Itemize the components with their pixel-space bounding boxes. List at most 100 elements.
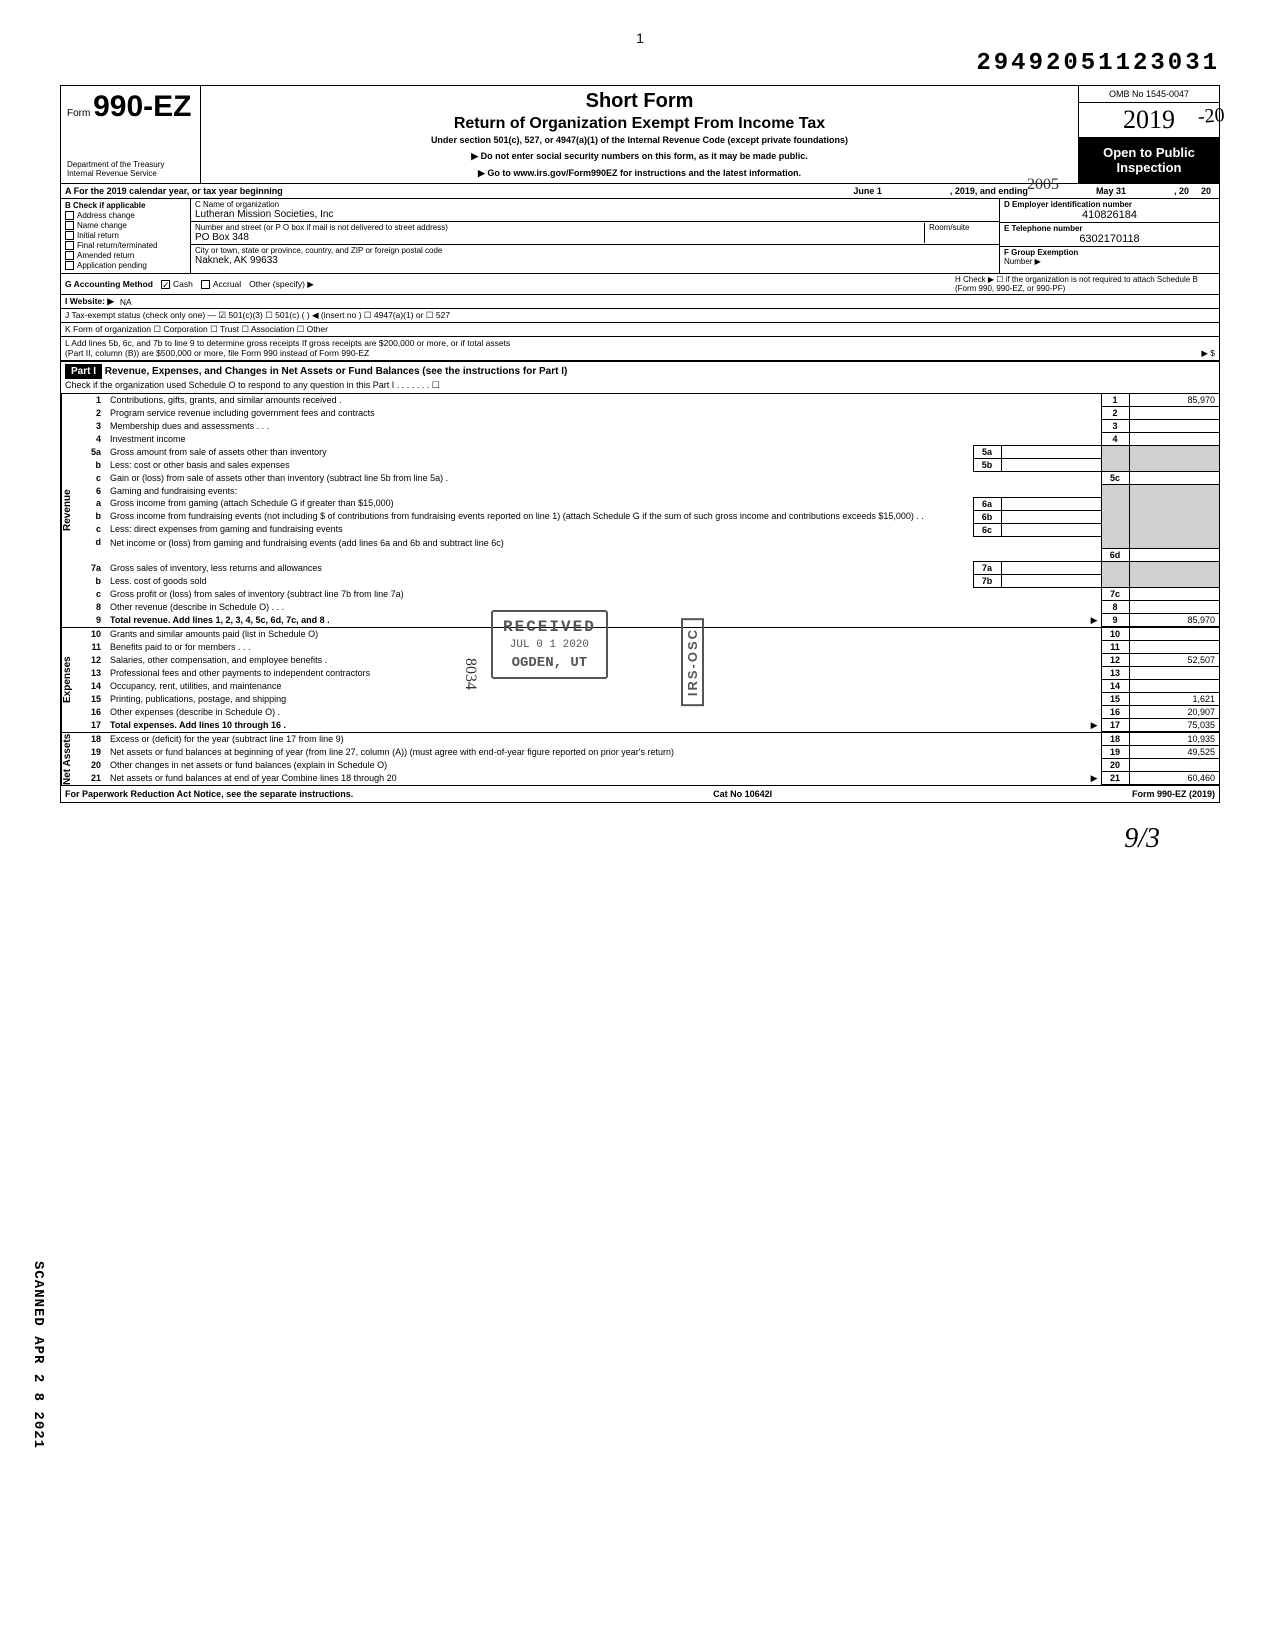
department-info: Department of the Treasury Internal Reve… bbox=[67, 161, 194, 179]
org-name-label: C Name of organization bbox=[195, 200, 995, 209]
header-left: Form 990-EZ Department of the Treasury I… bbox=[61, 86, 201, 183]
open-to-public: Open to Public Inspection bbox=[1079, 138, 1219, 183]
line-3-desc: Membership dues and assessments . . . bbox=[107, 420, 1101, 433]
line-6a-desc: Gross income from gaming (attach Schedul… bbox=[107, 497, 973, 510]
subtitle: Under section 501(c), 527, or 4947(a)(1)… bbox=[209, 135, 1070, 145]
phone-value: 6302170118 bbox=[1004, 233, 1215, 245]
line-6b-desc: Gross income from fundraising events (no… bbox=[107, 510, 973, 523]
header-title-block: Short Form Return of Organization Exempt… bbox=[201, 86, 1079, 183]
form-label: Form bbox=[67, 108, 90, 119]
chk-final-return[interactable]: Final return/terminated bbox=[65, 241, 186, 250]
net-assets-side-label: Net Assets bbox=[61, 733, 81, 785]
line-21-amt: 60,460 bbox=[1129, 772, 1219, 785]
revenue-lines: 1Contributions, gifts, grants, and simil… bbox=[81, 394, 1219, 627]
line-19-desc: Net assets or fund balances at beginning… bbox=[107, 746, 1101, 759]
line-7a-desc: Gross sales of inventory, less returns a… bbox=[107, 562, 973, 575]
line-21-desc: Net assets or fund balances at end of ye… bbox=[110, 773, 397, 783]
form-of-organization: K Form of organization ☐ Corporation ☐ T… bbox=[65, 324, 328, 335]
line-13-desc: Professional fees and other payments to … bbox=[107, 667, 1101, 680]
row-l-gross-receipts: L Add lines 5b, 6c, and 7b to line 9 to … bbox=[61, 336, 1219, 361]
org-address: PO Box 348 bbox=[195, 232, 920, 243]
net-assets-section: Net Assets 18Excess or (deficit) for the… bbox=[61, 733, 1219, 785]
chk-initial-return[interactable]: Initial return bbox=[65, 231, 186, 240]
part-i-title: Revenue, Expenses, and Changes in Net As… bbox=[105, 366, 568, 377]
line-18-amt: 10,935 bbox=[1129, 733, 1219, 746]
line-6c-desc: Less: direct expenses from gaming and fu… bbox=[107, 523, 973, 536]
org-city: Naknek, AK 99633 bbox=[195, 255, 995, 266]
line-7c-desc: Gross profit or (loss) from sales of inv… bbox=[107, 588, 1101, 601]
schedule-b-check: H Check ▶ ☐ if the organization is not r… bbox=[955, 275, 1215, 293]
chk-cash[interactable]: Cash bbox=[161, 279, 193, 289]
form-990ez: Form 990-EZ Department of the Treasury I… bbox=[60, 85, 1220, 803]
footer-paperwork: For Paperwork Reduction Act Notice, see … bbox=[65, 789, 353, 799]
line-11-desc: Benefits paid to or for members . . . bbox=[107, 641, 1101, 654]
chk-application-pending[interactable]: Application pending bbox=[65, 261, 186, 270]
title-short-form: Short Form bbox=[209, 90, 1070, 113]
line-14-desc: Occupancy, rent, utilities, and maintena… bbox=[107, 680, 1101, 693]
chk-name-change[interactable]: Name change bbox=[65, 221, 186, 230]
line-16-desc: Other expenses (describe in Schedule O) … bbox=[107, 706, 1101, 719]
row-g-h: G Accounting Method Cash Accrual Other (… bbox=[61, 274, 1219, 295]
header-right: OMB No 1545-0047 2019 -20 Open to Public… bbox=[1079, 86, 1219, 183]
part-i-tag: Part I bbox=[65, 364, 102, 379]
ein-label: D Employer identification number bbox=[1004, 200, 1215, 209]
phone-label: E Telephone number bbox=[1004, 224, 1215, 233]
ein-value: 410826184 bbox=[1004, 209, 1215, 221]
line-17-desc: Total expenses. Add lines 10 through 16 … bbox=[110, 720, 286, 730]
website-value: NA bbox=[120, 297, 132, 307]
omb-number: OMB No 1545-0047 bbox=[1079, 86, 1219, 103]
net-assets-lines: 18Excess or (deficit) for the year (subt… bbox=[81, 733, 1219, 785]
page-marker-top: 1 bbox=[60, 30, 1220, 46]
chk-address-change[interactable]: Address change bbox=[65, 211, 186, 220]
tax-year: 2019 -20 bbox=[1079, 103, 1219, 138]
org-addr-row: Number and street (or P O box if mail is… bbox=[191, 222, 999, 245]
chk-accrual[interactable]: Accrual bbox=[201, 279, 241, 289]
chk-label: Final return/terminated bbox=[77, 241, 157, 250]
title-return: Return of Organization Exempt From Incom… bbox=[209, 115, 1070, 133]
line-1-desc: Contributions, gifts, grants, and simila… bbox=[107, 394, 1101, 407]
rowA-begin: June 1 bbox=[853, 186, 882, 196]
chk-amended[interactable]: Amended return bbox=[65, 251, 186, 260]
revenue-section: Revenue 1Contributions, gifts, grants, a… bbox=[61, 394, 1219, 628]
line-19-amt: 49,525 bbox=[1129, 746, 1219, 759]
line-17-amt: 75,035 bbox=[1129, 719, 1219, 732]
form-footer: For Paperwork Reduction Act Notice, see … bbox=[61, 785, 1219, 802]
line-15-amt: 1,621 bbox=[1129, 693, 1219, 706]
addr-label: Number and street (or P O box if mail is… bbox=[195, 223, 920, 232]
arrow-icon: ▶ bbox=[1091, 615, 1098, 626]
line-18-desc: Excess or (deficit) for the year (subtra… bbox=[107, 733, 1101, 746]
chk-label: Address change bbox=[77, 211, 135, 220]
row-k-form-org: K Form of organization ☐ Corporation ☐ T… bbox=[61, 322, 1219, 336]
part-i-header: Part I Revenue, Expenses, and Changes in… bbox=[61, 361, 1219, 394]
website-label: I Website: ▶ bbox=[65, 296, 114, 307]
form-number: Form 990-EZ bbox=[67, 90, 194, 124]
chk-label: Amended return bbox=[77, 251, 134, 260]
l-line2: (Part II, column (B)) are $500,000 or mo… bbox=[65, 348, 369, 359]
org-name: Lutheran Mission Societies, Inc bbox=[195, 209, 995, 220]
group-exemption-sub: Number ▶ bbox=[1004, 257, 1215, 266]
rowA-mid: , 2019, and ending bbox=[950, 186, 1028, 196]
column-b-checkboxes: B Check if applicable Address change Nam… bbox=[61, 199, 191, 273]
org-city-row: City or town, state or province, country… bbox=[191, 245, 999, 267]
line-9-desc: Total revenue. Add lines 1, 2, 3, 4, 5c,… bbox=[110, 615, 330, 625]
row-j-tax-status: J Tax-exempt status (check only one) — ☑… bbox=[61, 308, 1219, 322]
room-suite-label: Room/suite bbox=[925, 223, 995, 243]
group-exemption-cell: F Group Exemption Number ▶ bbox=[1000, 247, 1219, 273]
line-6d-desc: Net income or (loss) from gaming and fun… bbox=[107, 536, 1101, 549]
part-i-sub: Check if the organization used Schedule … bbox=[65, 380, 1215, 391]
line-5c-desc: Gain or (loss) from sale of assets other… bbox=[107, 472, 1101, 485]
arrow-icon: ▶ bbox=[1091, 773, 1098, 784]
info-block: B Check if applicable Address change Nam… bbox=[61, 199, 1219, 274]
rowA-suffix: , 20 bbox=[1174, 186, 1189, 196]
form-header: Form 990-EZ Department of the Treasury I… bbox=[61, 86, 1219, 184]
line-10-desc: Grants and similar amounts paid (list in… bbox=[107, 628, 1101, 641]
column-def: D Employer identification number 4108261… bbox=[999, 199, 1219, 273]
open-public-l2: Inspection bbox=[1116, 161, 1181, 175]
group-exemption-label: F Group Exemption bbox=[1004, 248, 1215, 257]
line-4-desc: Investment income bbox=[107, 433, 1101, 446]
accounting-method-label: G Accounting Method bbox=[65, 279, 153, 289]
form-number-text: 990-EZ bbox=[93, 90, 191, 123]
l-line1: L Add lines 5b, 6c, and 7b to line 9 to … bbox=[65, 338, 1215, 348]
instruction-url: ▶ Go to www.irs.gov/Form990EZ for instru… bbox=[209, 168, 1070, 179]
org-name-row: C Name of organization Lutheran Mission … bbox=[191, 199, 999, 222]
